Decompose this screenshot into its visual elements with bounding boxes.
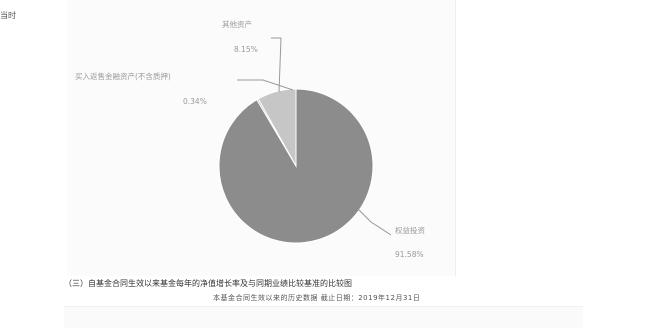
slice-value-2: 8.15% xyxy=(234,45,258,54)
leader-line-0 xyxy=(357,208,392,236)
next-chart-panel xyxy=(64,306,583,328)
leader-line-2 xyxy=(271,37,282,93)
slice-label-equity: 权益投资 xyxy=(395,225,425,235)
slice-value-0: 91.58% xyxy=(395,250,424,259)
sub-caption: 本基金合同生效以来的历史数据 截止日期：2019年12月31日 xyxy=(213,294,421,302)
corner-text: 当时 xyxy=(0,11,16,20)
slice-label-other: 其他资产 xyxy=(222,19,252,29)
slice-value-1: 0.34% xyxy=(183,97,207,106)
leader-line-1 xyxy=(237,79,294,91)
section-heading: （三）自基金合同生效以来基金每年的净值增长率及与同期业绩比较基准的比较图 xyxy=(64,279,352,288)
chart-panel: 权益投资 91.58% 买入返售金融资产(不含质押) 0.34% 其他资产 8.15% xyxy=(67,0,456,276)
pie-slice-2 xyxy=(257,88,297,168)
pie-chart: 权益投资 91.58% 买入返售金融资产(不含质押) 0.34% 其他资产 8.15% xyxy=(75,19,425,259)
slice-label-repo: 买入返售金融资产(不含质押) xyxy=(75,71,171,81)
